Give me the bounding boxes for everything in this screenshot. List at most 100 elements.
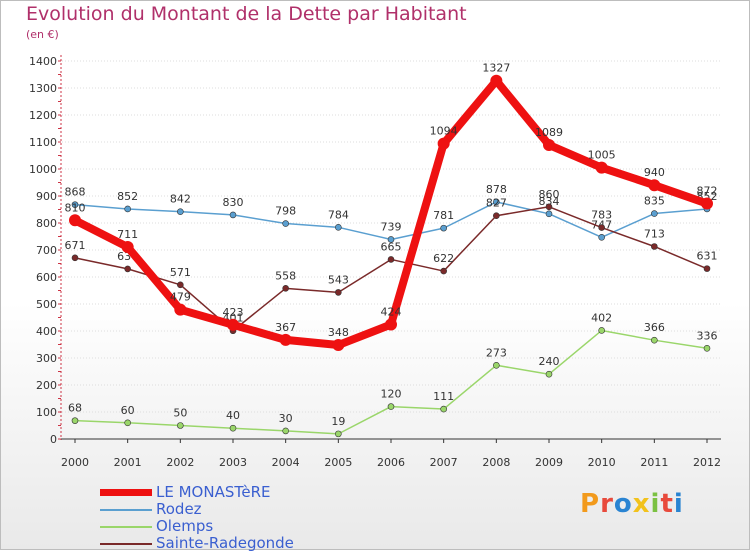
legend-item-sainte-radegonde: Sainte-Radegonde <box>100 535 294 552</box>
data-point <box>279 333 292 346</box>
legend-label-olemps: Olemps <box>156 517 214 535</box>
data-label: 60 <box>121 404 135 417</box>
chart-unit: (en €) <box>26 28 59 41</box>
data-point <box>598 327 605 334</box>
data-point <box>71 254 79 262</box>
data-label: 348 <box>328 326 349 339</box>
data-label: 781 <box>433 209 454 222</box>
data-label: 558 <box>275 269 296 282</box>
data-point <box>648 179 661 192</box>
data-label: 19 <box>331 415 345 428</box>
x-tick-label: 2006 <box>377 456 405 469</box>
data-label: 940 <box>644 166 665 179</box>
legend-swatch-olemps <box>100 525 152 528</box>
data-point <box>387 403 395 410</box>
data-point <box>651 336 658 344</box>
x-tick-label: 2008 <box>482 456 510 469</box>
data-point <box>335 289 342 296</box>
data-label: 240 <box>539 355 560 368</box>
data-label: 842 <box>170 193 191 206</box>
data-point <box>229 211 237 219</box>
data-point <box>440 267 447 275</box>
data-label: 336 <box>697 329 718 342</box>
x-tick-label: 2012 <box>693 456 721 469</box>
logo-letter: o <box>613 489 633 519</box>
y-tick-label: 700 <box>36 244 57 257</box>
y-tick-label: 1300 <box>29 82 57 95</box>
data-point <box>543 138 555 151</box>
y-tick-label: 600 <box>36 271 57 284</box>
data-label: 878 <box>486 183 507 196</box>
proxiti-logo: Proxiti <box>580 489 684 519</box>
data-label: 671 <box>65 239 86 252</box>
chart-title: Evolution du Montant de la Dette par Hab… <box>26 3 467 25</box>
data-label: 784 <box>328 208 349 221</box>
data-point <box>282 220 289 227</box>
data-point <box>493 198 500 206</box>
data-point <box>598 234 605 241</box>
y-tick-label: 200 <box>36 379 57 392</box>
data-point <box>545 210 553 218</box>
data-label: 30 <box>279 412 293 425</box>
data-label: 739 <box>381 220 402 233</box>
data-point <box>121 241 134 254</box>
data-label: 830 <box>223 196 244 209</box>
x-tick-label: 2005 <box>324 456 352 469</box>
y-tick-label: 400 <box>36 325 57 338</box>
x-tick-label: 2007 <box>430 456 458 469</box>
logo-letter: i <box>673 489 684 519</box>
data-point <box>703 344 711 352</box>
data-label: 834 <box>539 195 560 208</box>
data-label: 40 <box>226 409 240 422</box>
data-label: 852 <box>117 190 138 203</box>
data-label: 543 <box>328 273 349 286</box>
y-tick-label: 100 <box>36 406 57 419</box>
data-label: 68 <box>68 402 82 415</box>
data-point <box>437 137 450 150</box>
data-point <box>385 318 397 331</box>
data-label: 1094 <box>430 125 458 138</box>
data-label: 798 <box>275 205 296 218</box>
logo-letter: i <box>650 489 661 519</box>
data-point <box>124 265 131 273</box>
y-tick-label: 800 <box>36 217 57 230</box>
data-label: 367 <box>275 321 296 334</box>
legend-swatch-le-monastere <box>100 489 152 496</box>
data-label: 1089 <box>535 126 563 139</box>
data-point <box>282 285 289 292</box>
data-label: 713 <box>644 227 665 240</box>
data-point <box>490 74 503 87</box>
data-label: 783 <box>591 209 612 222</box>
data-point <box>71 201 79 208</box>
data-label: 665 <box>381 240 402 253</box>
data-point <box>493 361 500 369</box>
data-label: 622 <box>433 252 454 265</box>
y-tick-label: 900 <box>36 190 57 203</box>
legend-swatch-sainte-radegonde <box>100 542 152 545</box>
data-label: 810 <box>65 201 86 214</box>
data-label: 50 <box>173 407 187 420</box>
y-tick-label: 1200 <box>29 109 57 122</box>
x-tick-label: 2004 <box>272 456 300 469</box>
data-point <box>701 197 713 210</box>
data-point <box>177 422 184 429</box>
y-tick-label: 500 <box>36 298 57 311</box>
data-point <box>595 161 608 174</box>
data-point <box>124 419 131 427</box>
legend-item-olemps: Olemps <box>100 518 294 535</box>
data-point <box>177 281 184 289</box>
data-point <box>227 318 239 331</box>
data-point <box>598 224 605 231</box>
data-point <box>335 430 342 438</box>
logo-letter: r <box>600 489 614 519</box>
data-point <box>387 236 395 243</box>
data-label: 711 <box>117 228 138 241</box>
x-tick-label: 2002 <box>166 456 194 469</box>
data-point <box>651 210 658 217</box>
logo-letter: t <box>660 489 674 519</box>
data-label: 872 <box>697 185 718 198</box>
y-tick-label: 0 <box>50 433 57 446</box>
data-label: 868 <box>65 186 86 199</box>
data-point <box>440 224 447 232</box>
